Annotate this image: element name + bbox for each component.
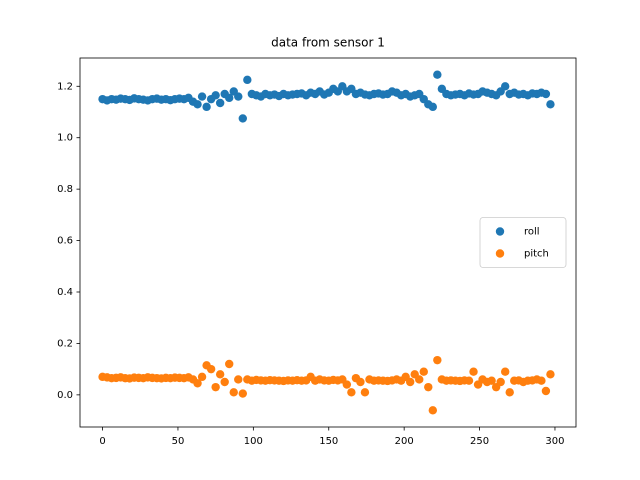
chart-title: data from sensor 1	[271, 36, 385, 50]
x-tick-label: 50	[172, 436, 185, 447]
y-tick-label: 0.6	[57, 236, 73, 247]
point	[433, 70, 442, 79]
point	[541, 386, 551, 396]
x-tick-label: 250	[470, 436, 489, 447]
point	[537, 376, 546, 385]
point	[193, 100, 202, 109]
series	[98, 355, 555, 415]
point	[234, 375, 243, 384]
plot-frame	[79, 57, 577, 428]
point	[202, 102, 211, 112]
point	[342, 380, 352, 389]
point	[464, 376, 474, 385]
point	[487, 376, 496, 385]
legend-label: pitch	[524, 249, 549, 260]
point	[234, 92, 243, 101]
point	[428, 102, 438, 112]
y-tick-label: 1.2	[57, 81, 73, 92]
point	[193, 379, 202, 388]
point	[541, 89, 551, 99]
point	[197, 92, 207, 101]
y-tick-label: 0.0	[57, 390, 73, 401]
y-tick-label: 1.0	[57, 133, 73, 144]
legend-marker	[495, 227, 505, 236]
y-tick-label: 0.2	[57, 338, 73, 349]
point	[215, 98, 225, 108]
point	[546, 100, 555, 109]
series	[98, 70, 555, 123]
point	[500, 367, 510, 376]
point	[243, 75, 252, 85]
x-tick-label: 150	[319, 436, 338, 447]
point	[546, 370, 555, 379]
legend-box	[479, 217, 567, 268]
point	[428, 406, 438, 415]
legend-marker	[495, 249, 505, 258]
point	[197, 372, 207, 382]
point	[347, 388, 356, 397]
point	[206, 364, 216, 374]
point	[211, 382, 220, 392]
x-tick-label: 0	[99, 436, 105, 447]
point	[238, 114, 247, 123]
point	[225, 359, 234, 369]
x-tick-label: 100	[244, 436, 263, 447]
point	[215, 370, 225, 379]
y-tick-label: 0.4	[57, 287, 73, 298]
point	[415, 375, 424, 384]
point	[419, 367, 428, 376]
point	[211, 91, 220, 100]
point	[505, 388, 514, 397]
x-tick-label: 300	[545, 436, 564, 447]
point	[356, 377, 365, 387]
point	[405, 377, 415, 387]
point	[360, 388, 370, 397]
x-tick-label: 200	[395, 436, 414, 447]
y-tick-label: 0.8	[57, 184, 73, 195]
point	[496, 377, 505, 387]
point	[229, 388, 238, 397]
point	[220, 377, 229, 387]
point	[225, 93, 234, 103]
point	[424, 382, 433, 392]
point	[469, 367, 478, 376]
point	[433, 355, 442, 365]
point	[500, 82, 510, 91]
legend-label: roll	[524, 227, 540, 238]
point	[238, 389, 247, 398]
